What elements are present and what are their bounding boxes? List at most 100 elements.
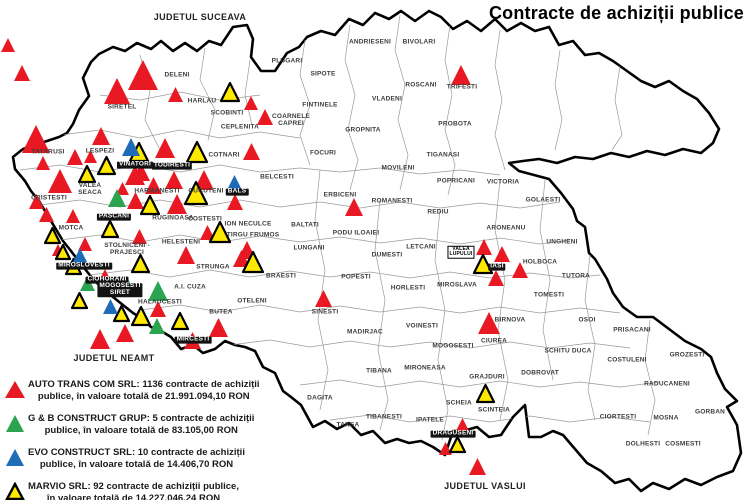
commune-label: TIRGU FRUMOS — [226, 231, 280, 239]
commune-label: STRUNGA — [196, 263, 230, 271]
legend-item-gb-construct: G & B CONSTRUCT GRUP: 5 contracte de ach… — [4, 413, 314, 438]
commune-label: TOMESTI — [533, 291, 565, 299]
commune-label: HELESTENI — [161, 238, 201, 246]
commune-label: SCINTEIA — [478, 406, 510, 414]
commune-label: COSTULENI — [607, 356, 647, 364]
commune-label: FINTINELE — [302, 101, 338, 109]
commune-label: TRIFESTI — [446, 83, 478, 91]
commune-label: VOINESTI — [406, 322, 438, 330]
commune-label: MIRONEASA — [404, 364, 446, 372]
commune-label: PODU ILOAIEI — [332, 229, 380, 237]
commune-label: CIOHORANI — [85, 275, 129, 284]
commune-label: CEPLENITA — [220, 123, 260, 131]
commune-label: CUCUTENI — [188, 187, 224, 195]
commune-label: SIRETEL — [107, 103, 137, 111]
red-triangle-icon — [4, 380, 28, 404]
commune-label: MIROSLOVESTI — [56, 261, 112, 270]
commune-label: HARLAU — [187, 97, 217, 105]
commune-label: PROBOTA — [438, 120, 472, 128]
commune-label: ROSCANI — [405, 81, 437, 89]
commune-label: BELCESTI — [260, 173, 294, 181]
commune-label: ANDRIESENI — [348, 38, 392, 46]
commune-label: OTELENI — [237, 297, 267, 305]
commune-label: VINATORI — [116, 160, 154, 169]
commune-label: MADIRJAC — [347, 328, 383, 336]
region-label-vaslui: JUDETUL VASLUI — [444, 481, 526, 491]
commune-label: SCHITU DUCA — [544, 347, 592, 355]
legend-item-auto-trans: AUTO TRANS COM SRL: 1136 contracte de ac… — [4, 379, 314, 404]
commune-label: ERBICENI — [323, 191, 357, 199]
commune-label: ARONEANU — [486, 224, 526, 232]
commune-label: SCOBINTI — [210, 109, 244, 117]
commune-label: TIGANASI — [426, 151, 460, 159]
commune-label: RADUCANENI — [644, 380, 690, 388]
commune-label: CRISTESTI — [31, 194, 67, 202]
commune-label: GROPNITA — [345, 126, 381, 134]
commune-label: GRAJDURI — [469, 373, 505, 381]
commune-label: DUMESTI — [371, 251, 403, 259]
commune-label: TATARUSI — [31, 148, 65, 156]
legend: AUTO TRANS COM SRL: 1136 contracte de ac… — [4, 379, 314, 500]
commune-label: LESPEZI — [85, 147, 115, 155]
commune-label: COSMESTI — [665, 440, 701, 448]
region-label-suceava: JUDETUL SUCEAVA — [153, 12, 247, 22]
commune-label: CIORTESTI — [599, 413, 637, 421]
commune-label: COTNARI — [208, 151, 240, 159]
commune-label: DAGITA — [307, 394, 333, 402]
commune-label: COARNELE CAPREI — [271, 113, 311, 127]
commune-label: VICTORIA — [486, 178, 520, 186]
commune-label: UNGHENI — [546, 238, 578, 246]
commune-label: DELENI — [164, 71, 190, 79]
commune-label: HORLESTI — [390, 284, 426, 292]
commune-label: GORBAN — [694, 408, 726, 416]
commune-label: TANSA — [336, 421, 360, 429]
commune-label: MOGOSESTI — [432, 342, 474, 350]
commune-label: PRISACANI — [613, 326, 651, 334]
commune-label: POPESTI — [341, 273, 371, 281]
commune-label: MOSNA — [653, 414, 679, 422]
region-label-neamt: JUDETUL NEAMT — [73, 353, 155, 363]
commune-label: SINESTI — [311, 308, 339, 316]
commune-label: A.I. CUZA — [174, 283, 206, 291]
legend-text: MARVIO SRL: 92 contracte de achiziții pu… — [28, 481, 239, 500]
commune-label: TODIRESTI — [151, 161, 193, 170]
commune-label: VALEA LUPULUI — [447, 245, 475, 259]
commune-label: HOLBOCA — [522, 258, 558, 266]
commune-label: DOBROVAT — [521, 369, 559, 377]
commune-label: LUNGANI — [293, 244, 325, 252]
commune-label: REDIU — [427, 208, 449, 216]
commune-label: TUTORA — [561, 272, 591, 280]
commune-label: MOGOSESTI SIRET — [97, 282, 143, 297]
commune-label: ION NECULCE — [224, 220, 272, 228]
commune-label: OSOI — [578, 316, 596, 324]
blue-triangle-icon — [4, 448, 28, 472]
yellow-triangle-icon — [4, 481, 28, 500]
commune-label: DRAGUSENI — [430, 429, 476, 438]
commune-label: PLUGARI — [271, 57, 303, 65]
commune-label: HALAUCESTI — [138, 298, 182, 306]
commune-label: DOLHESTI — [625, 440, 661, 448]
commune-label: BIRNOVA — [494, 316, 526, 324]
commune-label: STOLNICENI - PRAJESCI — [104, 242, 150, 256]
commune-label: BALTATI — [291, 221, 319, 229]
commune-label: POPRICANI — [437, 177, 475, 185]
legend-text: AUTO TRANS COM SRL: 1136 contracte de ac… — [28, 379, 260, 402]
commune-label: FOCURI — [309, 149, 337, 157]
commune-label: SCHEIA — [446, 399, 472, 407]
commune-label: TIBANESTI — [365, 413, 403, 421]
commune-label: MIRCESTI — [174, 335, 212, 344]
commune-label: BRAESTI — [266, 272, 296, 280]
commune-label: VLADENI — [372, 95, 402, 103]
commune-label: IASI — [488, 262, 506, 271]
commune-label: VALEA SEACA — [78, 182, 102, 196]
commune-label: ROMANESTI — [371, 197, 413, 205]
green-triangle-icon — [4, 414, 28, 438]
commune-label: TIBANA — [366, 367, 392, 375]
commune-label: GROZESTI — [669, 351, 705, 359]
legend-item-evo-construct: EVO CONSTRUCT SRL: 10 contracte de achiz… — [4, 447, 314, 472]
commune-label: PASCANI — [96, 212, 132, 221]
legend-text: EVO CONSTRUCT SRL: 10 contracte de achiz… — [28, 447, 245, 470]
legend-text: G & B CONSTRUCT GRUP: 5 contracte de ach… — [28, 413, 255, 436]
commune-label: IPATELE — [416, 416, 444, 424]
